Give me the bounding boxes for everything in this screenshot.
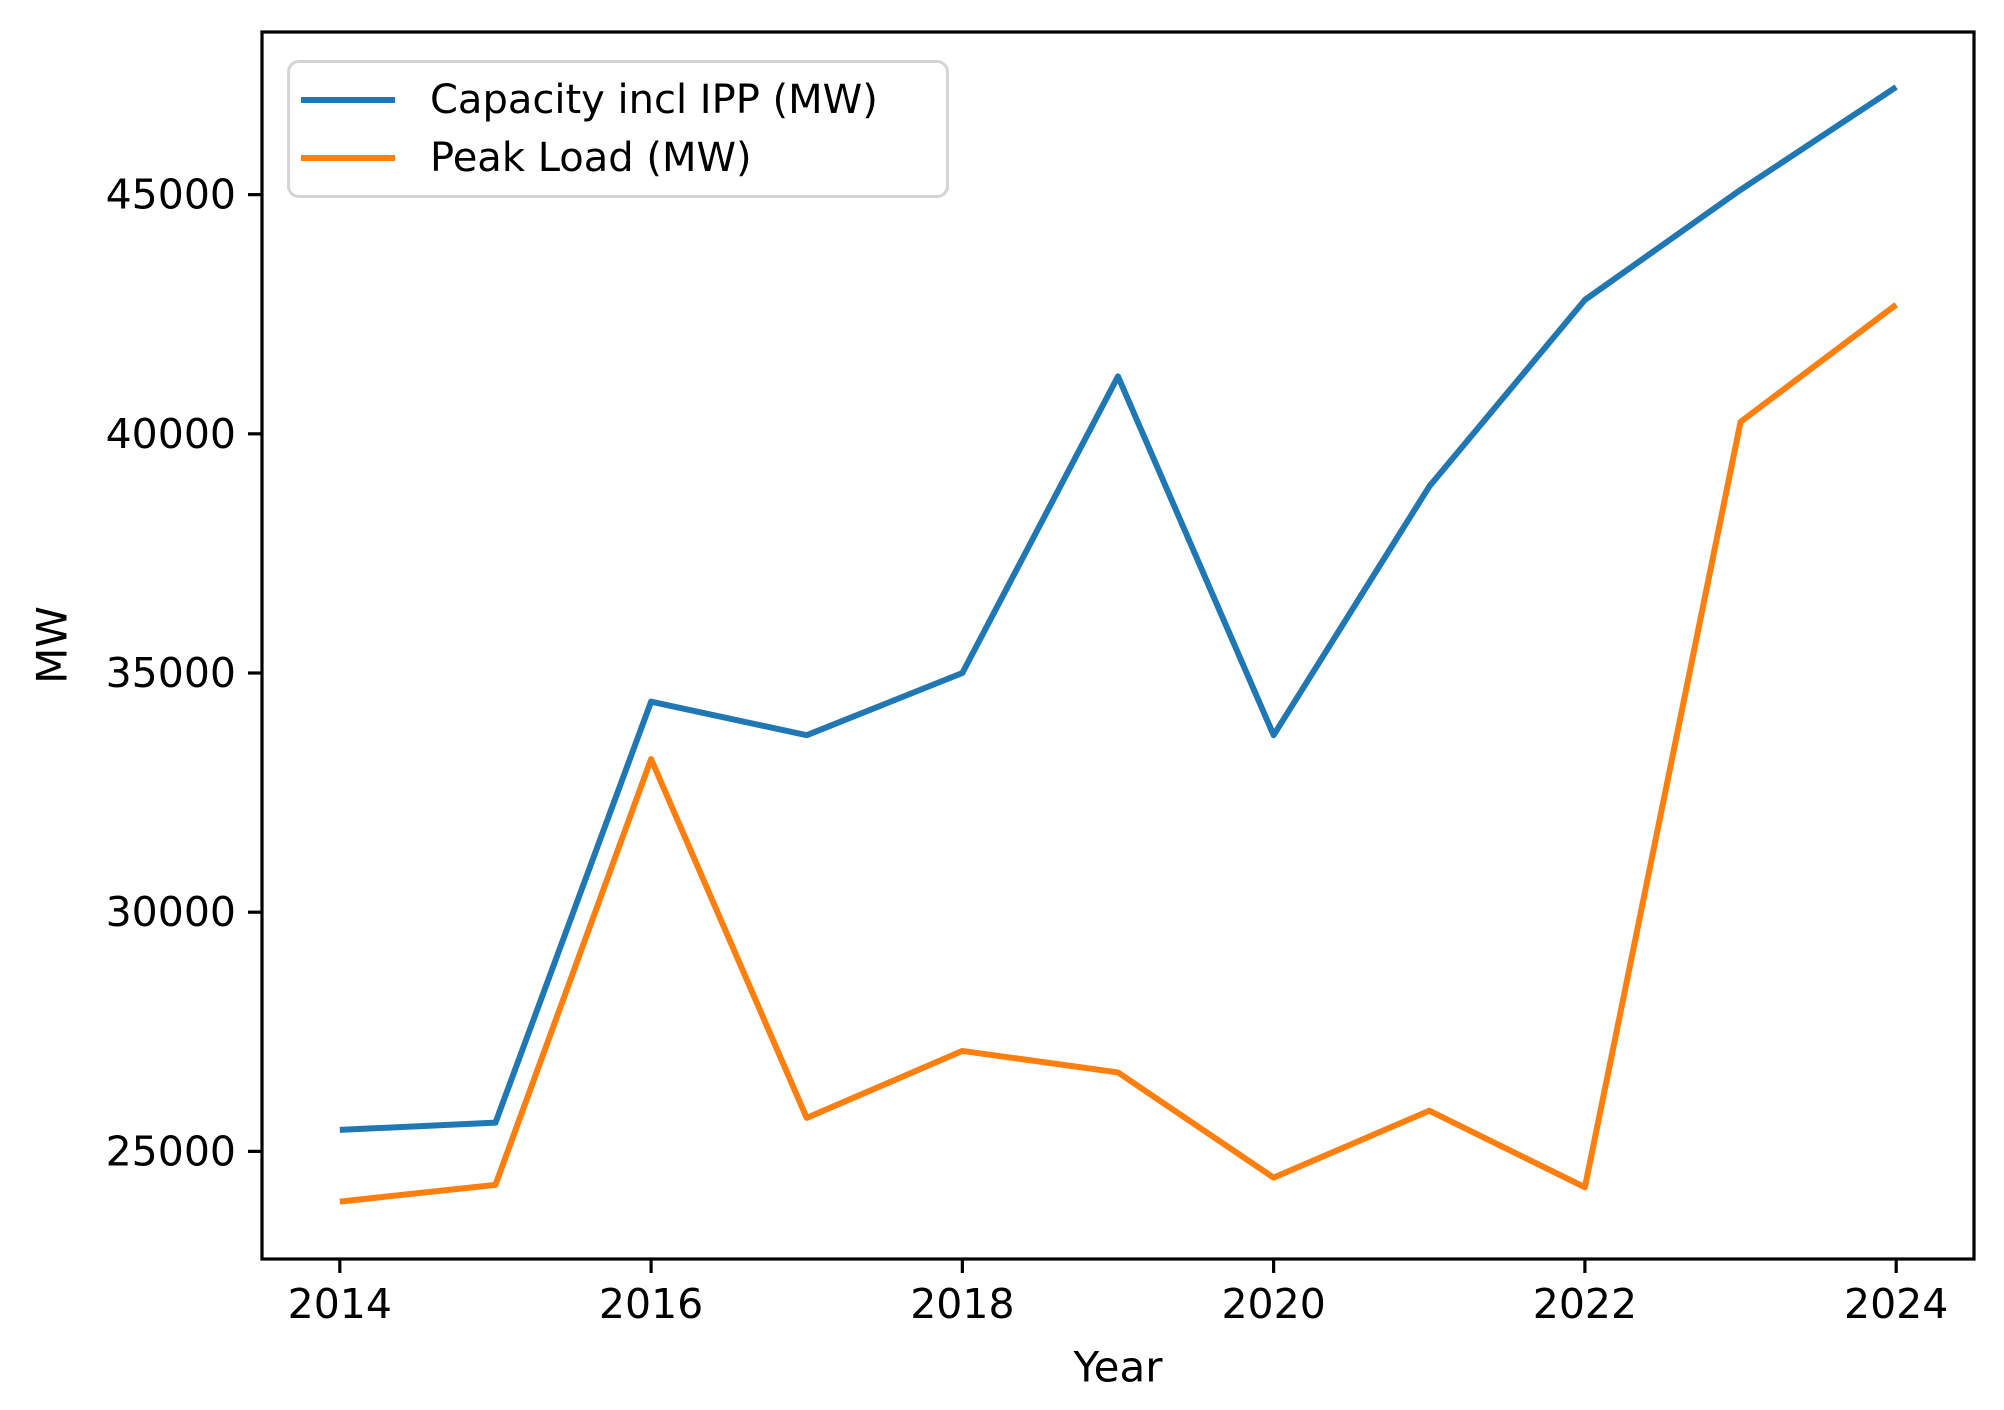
y-tick-label: 25000	[106, 1127, 236, 1175]
y-tick-label: 45000	[106, 171, 236, 219]
peak-load-line-swatch	[301, 155, 395, 161]
y-axis-title: MW	[27, 606, 77, 684]
legend: Capacity incl IPP (MW) Peak Load (MW)	[287, 60, 949, 198]
capacity-line-swatch	[301, 97, 395, 103]
y-tick-label: 35000	[106, 649, 236, 697]
x-tick-label: 2022	[1533, 1280, 1637, 1328]
legend-item-peak-load: Peak Load (MW)	[301, 136, 926, 180]
x-tick-label: 2014	[288, 1280, 392, 1328]
x-tick-label: 2018	[910, 1280, 1014, 1328]
x-tick-label: 2024	[1844, 1280, 1948, 1328]
x-tick-label: 2020	[1221, 1280, 1325, 1328]
y-tick-label: 40000	[106, 410, 236, 458]
y-tick-label: 30000	[106, 888, 236, 936]
legend-item-capacity: Capacity incl IPP (MW)	[301, 78, 926, 122]
x-tick-label: 2016	[599, 1280, 703, 1328]
series-line-capacity-incl-ipp-mw	[339, 84, 1898, 1133]
x-axis-title: Year	[1073, 1342, 1163, 1392]
legend-label: Capacity incl IPP (MW)	[430, 77, 878, 123]
series-line-peak-load-mw	[339, 302, 1898, 1205]
plot-border	[260, 30, 1976, 1261]
legend-label: Peak Load (MW)	[430, 135, 752, 181]
